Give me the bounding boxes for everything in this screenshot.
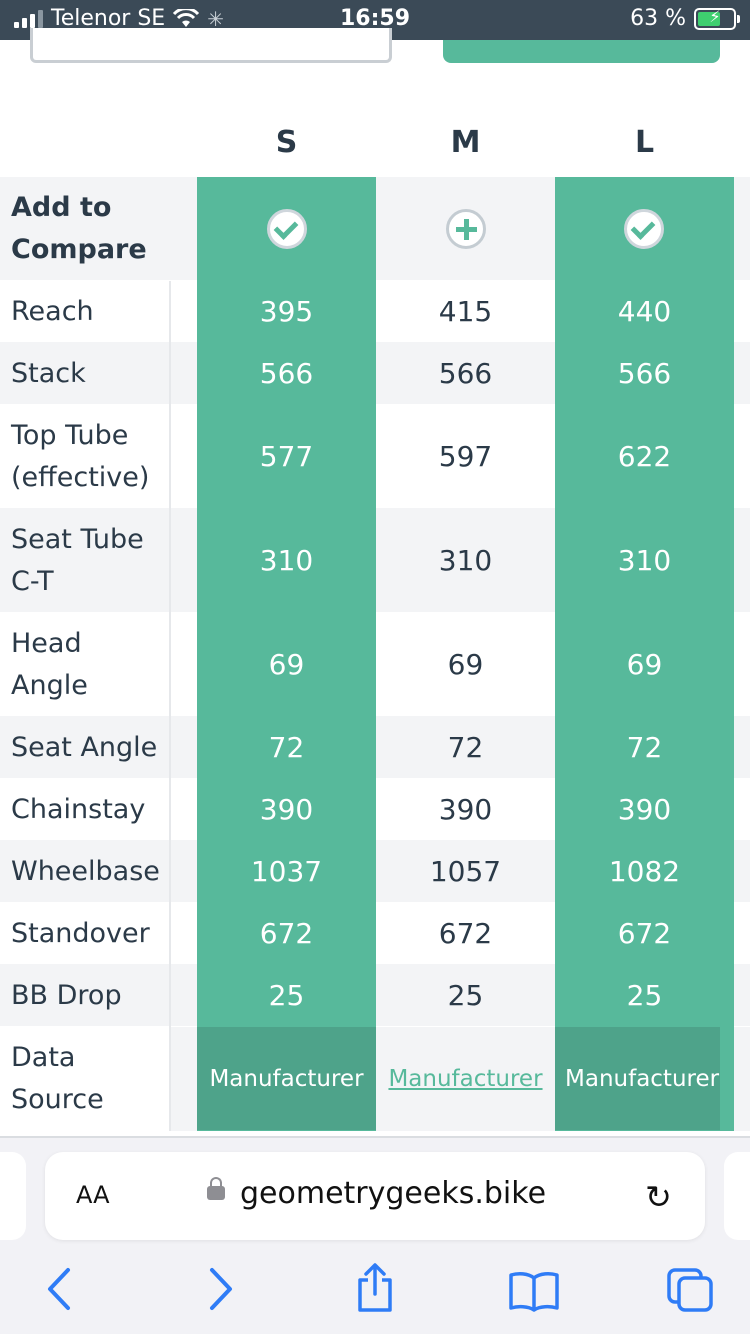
cell-chainstay-s: 390 bbox=[259, 793, 314, 826]
row-label-wheelbase: Wheelbase bbox=[11, 856, 160, 887]
next-tab-pill[interactable] bbox=[724, 1152, 750, 1240]
row-label-standover: Standover bbox=[11, 918, 150, 949]
battery-group: 63 % ⚡ bbox=[630, 6, 740, 31]
row-label-data-source: Data Source bbox=[11, 1042, 104, 1115]
cell-top-tube-s: 577 bbox=[259, 440, 314, 473]
size-header-s: S bbox=[275, 125, 298, 160]
signal-icon bbox=[14, 9, 43, 28]
row-label-reach: Reach bbox=[11, 296, 94, 327]
cell-head-angle-l: 69 bbox=[626, 648, 663, 681]
primary-button[interactable] bbox=[443, 40, 720, 63]
cell-wheelbase-m: 1057 bbox=[429, 855, 502, 888]
cell-standover-l: 672 bbox=[617, 917, 672, 950]
address-bar[interactable] bbox=[45, 1152, 705, 1240]
compare-label: Add to Compare bbox=[11, 192, 147, 265]
browser-divider bbox=[0, 1136, 750, 1138]
text-size-button[interactable]: AA bbox=[76, 1180, 110, 1210]
back-icon[interactable] bbox=[44, 1266, 74, 1312]
cell-seat-tube-l: 310 bbox=[617, 544, 672, 577]
compare-check-icon[interactable] bbox=[624, 209, 664, 249]
cell-seat-angle-m: 72 bbox=[447, 731, 484, 764]
forward-icon[interactable] bbox=[206, 1266, 236, 1312]
cell-bb-drop-s: 25 bbox=[268, 979, 305, 1012]
lock-icon bbox=[207, 1177, 225, 1200]
cell-head-angle-m: 69 bbox=[447, 648, 484, 681]
column-l bbox=[555, 177, 734, 1131]
cell-reach-l: 440 bbox=[617, 295, 672, 328]
cell-seat-tube-s: 310 bbox=[259, 544, 314, 577]
wifi-icon bbox=[173, 8, 200, 27]
cell-bb-drop-m: 25 bbox=[447, 979, 484, 1012]
share-icon[interactable] bbox=[354, 1262, 396, 1314]
row-label-head-angle: Head Angle bbox=[11, 628, 88, 701]
prev-tab-pill[interactable] bbox=[0, 1152, 26, 1240]
cell-reach-m: 415 bbox=[438, 295, 493, 328]
text-size-label: AA bbox=[76, 1181, 110, 1209]
size-header-m: M bbox=[450, 125, 481, 160]
cell-head-angle-s: 69 bbox=[268, 648, 305, 681]
cell-bb-drop-l: 25 bbox=[626, 979, 663, 1012]
source-l: Manufacturer bbox=[555, 1027, 720, 1130]
cell-seat-angle-l: 72 bbox=[626, 731, 663, 764]
row-label-chainstay: Chainstay bbox=[11, 794, 146, 825]
row-label-stack: Stack bbox=[11, 358, 86, 389]
cell-stack-m: 566 bbox=[438, 357, 493, 390]
compare-add-icon[interactable] bbox=[446, 209, 486, 249]
source-m-link[interactable]: Manufacturer bbox=[388, 1065, 543, 1092]
battery-charging-icon: ⚡ bbox=[694, 7, 740, 30]
status-time: 16:59 bbox=[339, 6, 411, 31]
cell-wheelbase-s: 1037 bbox=[250, 855, 323, 888]
cell-reach-s: 395 bbox=[259, 295, 314, 328]
cell-wheelbase-l: 1082 bbox=[608, 855, 681, 888]
cell-chainstay-l: 390 bbox=[617, 793, 672, 826]
row-label-seat-tube: Seat Tube C-T bbox=[11, 524, 144, 597]
cell-stack-l: 566 bbox=[617, 357, 672, 390]
cell-top-tube-m: 597 bbox=[438, 440, 493, 473]
row-label-bb-drop: BB Drop bbox=[11, 980, 122, 1011]
cell-top-tube-l: 622 bbox=[617, 440, 672, 473]
compare-check-icon[interactable] bbox=[267, 209, 307, 249]
carrier-group: Telenor SE ✳ bbox=[14, 6, 224, 31]
outline-button[interactable] bbox=[30, 28, 392, 63]
row-label-seat-angle: Seat Angle bbox=[11, 732, 158, 763]
carrier-name: Telenor SE bbox=[51, 6, 166, 31]
loading-spinner-icon: ✳ bbox=[207, 6, 224, 31]
cell-stack-s: 566 bbox=[259, 357, 314, 390]
sticky-column-divider bbox=[169, 281, 171, 1131]
reload-icon[interactable]: ↻ bbox=[645, 1178, 672, 1216]
cell-seat-angle-s: 72 bbox=[268, 731, 305, 764]
column-s bbox=[197, 177, 376, 1131]
cell-seat-tube-m: 310 bbox=[438, 544, 493, 577]
cell-chainstay-m: 390 bbox=[438, 793, 493, 826]
battery-percent: 63 % bbox=[630, 6, 686, 31]
url-text[interactable]: geometrygeeks.bike bbox=[240, 1176, 547, 1211]
source-s: Manufacturer bbox=[197, 1027, 376, 1130]
size-header-l: L bbox=[634, 125, 655, 160]
tabs-icon[interactable] bbox=[665, 1266, 715, 1314]
cell-standover-s: 672 bbox=[259, 917, 314, 950]
bookmarks-icon[interactable] bbox=[508, 1270, 560, 1312]
cell-standover-m: 672 bbox=[438, 917, 493, 950]
row-label-top-tube: Top Tube (effective) bbox=[11, 420, 150, 493]
